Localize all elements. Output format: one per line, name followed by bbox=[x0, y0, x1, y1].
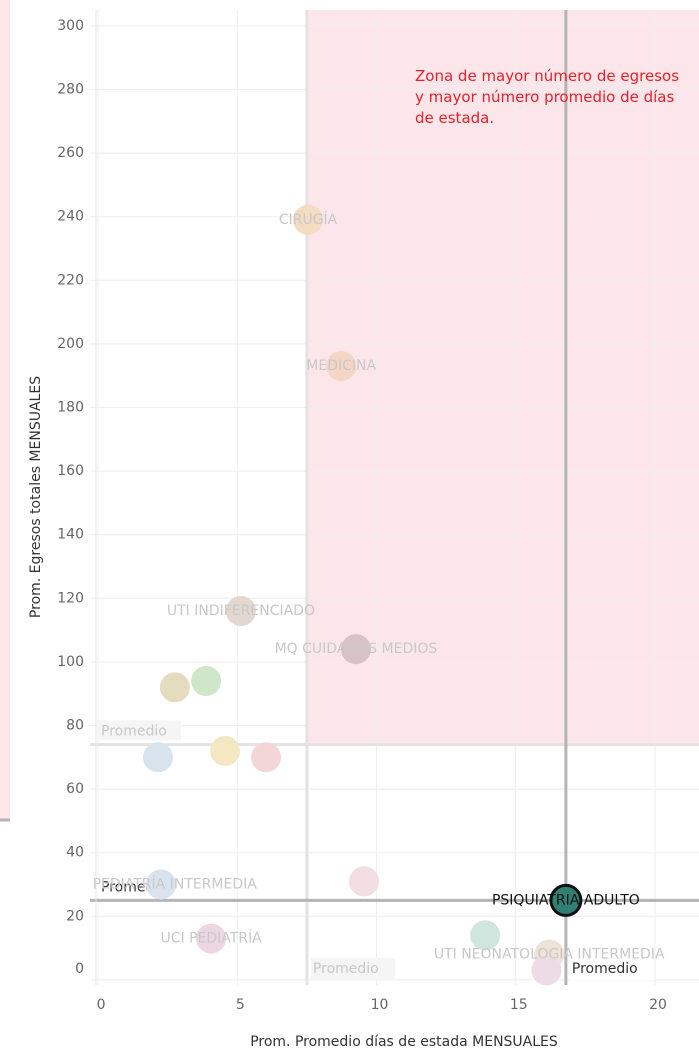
x-tick-label: 10 bbox=[371, 997, 389, 1013]
point-label: UCI PEDIATRÍA bbox=[160, 930, 262, 947]
point bbox=[293, 204, 324, 235]
side-zone bbox=[0, 0, 10, 820]
reference-label: Promedio bbox=[313, 961, 379, 977]
y-tick-label: 180 bbox=[57, 400, 84, 416]
x-tick-label: 20 bbox=[649, 997, 667, 1013]
point-selected bbox=[549, 883, 583, 917]
point-label: MQ CUIDADOS MEDIOS bbox=[275, 641, 438, 657]
y-tick-label: 300 bbox=[57, 18, 84, 34]
point bbox=[340, 634, 371, 665]
y-tick-label: 280 bbox=[57, 82, 84, 98]
point-label: MEDICINA bbox=[306, 358, 376, 374]
y-tick-label: 260 bbox=[57, 145, 84, 161]
point bbox=[225, 596, 256, 627]
point bbox=[142, 742, 173, 773]
y-tick-label: 140 bbox=[57, 527, 84, 543]
x-tick-label: 5 bbox=[236, 997, 245, 1013]
point bbox=[349, 866, 380, 897]
zone bbox=[306, 10, 699, 745]
reference-label-bg bbox=[97, 720, 181, 741]
reference-label: Promedio bbox=[572, 961, 638, 977]
point-label: CIRUGÍA bbox=[279, 211, 338, 228]
point bbox=[210, 735, 241, 766]
reference-label-bg bbox=[310, 958, 395, 980]
annotation-box: Zona de mayor número de egresos y mayor … bbox=[415, 67, 680, 127]
y-axis-title: Prom. Egresos totales MENSUALES bbox=[28, 376, 44, 618]
point-label: UTI INDIFERENCIADO bbox=[167, 603, 315, 619]
point bbox=[146, 869, 177, 900]
point-label: UTI NEONATOLOGIA INTERMEDIA bbox=[434, 946, 665, 962]
y-tick-label: 100 bbox=[57, 654, 84, 670]
point bbox=[191, 665, 222, 696]
point-label: PSIQUIATRIA ADULTO bbox=[492, 892, 640, 908]
point bbox=[196, 923, 227, 954]
y-tick-label: 220 bbox=[57, 272, 84, 288]
point-label: UTI PEDIATRÍA INTERMEDIA bbox=[65, 876, 257, 893]
y-tick-label: 80 bbox=[66, 718, 84, 734]
point bbox=[326, 351, 357, 382]
y-tick-label: 240 bbox=[57, 209, 84, 225]
y-tick-label: 200 bbox=[57, 336, 84, 352]
y-tick-label: 0 bbox=[75, 961, 84, 977]
reference-label: Promedio bbox=[101, 724, 167, 740]
x-axis-title: Prom. Promedio días de estada MENSUALES bbox=[250, 1034, 558, 1050]
point bbox=[159, 672, 190, 703]
y-tick-label: 20 bbox=[66, 908, 84, 924]
y-tick-label: 120 bbox=[57, 590, 84, 606]
y-tick-label: 60 bbox=[66, 781, 84, 797]
x-tick-label: 15 bbox=[510, 997, 528, 1013]
annotation: Zona de mayor número de egresos y mayor … bbox=[415, 67, 680, 127]
point bbox=[531, 955, 562, 985]
y-tick-label: 160 bbox=[57, 463, 84, 479]
point bbox=[470, 920, 501, 951]
x-tick-label: 0 bbox=[97, 997, 106, 1013]
point bbox=[250, 742, 281, 773]
reference-label-bg bbox=[569, 958, 654, 980]
y-tick-label: 40 bbox=[66, 845, 84, 861]
